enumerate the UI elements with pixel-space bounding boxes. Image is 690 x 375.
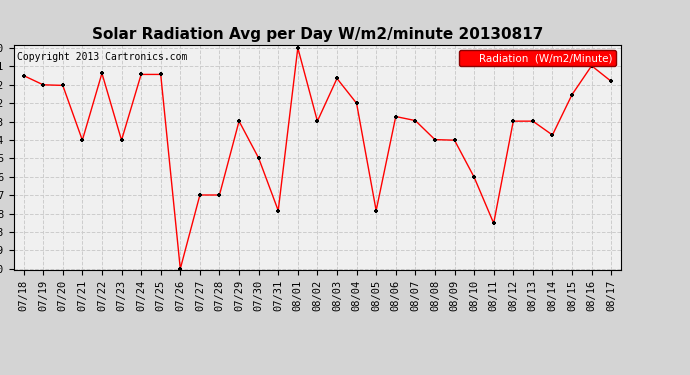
Text: Copyright 2013 Cartronics.com: Copyright 2013 Cartronics.com — [17, 52, 187, 62]
Point — [469, 174, 480, 180]
Point — [508, 118, 519, 124]
Legend: Radiation  (W/m2/Minute): Radiation (W/m2/Minute) — [460, 50, 615, 66]
Point — [155, 71, 166, 77]
Point — [233, 118, 244, 124]
Point — [77, 137, 88, 143]
Point — [195, 192, 206, 198]
Point — [488, 220, 499, 226]
Point — [253, 155, 264, 161]
Point — [391, 114, 402, 120]
Point — [214, 192, 225, 198]
Point — [18, 73, 29, 79]
Point — [136, 71, 147, 77]
Point — [429, 136, 440, 142]
Title: Solar Radiation Avg per Day W/m2/minute 20130817: Solar Radiation Avg per Day W/m2/minute … — [92, 27, 543, 42]
Point — [331, 75, 342, 81]
Point — [566, 92, 578, 98]
Point — [57, 82, 68, 88]
Point — [97, 70, 108, 76]
Point — [293, 45, 304, 51]
Point — [312, 118, 323, 124]
Point — [547, 132, 558, 138]
Point — [371, 208, 382, 214]
Point — [351, 100, 362, 106]
Point — [586, 63, 597, 69]
Point — [175, 266, 186, 272]
Point — [273, 208, 284, 214]
Point — [527, 118, 538, 124]
Point — [606, 78, 617, 84]
Point — [410, 118, 421, 124]
Point — [449, 137, 460, 143]
Point — [116, 137, 127, 143]
Point — [38, 82, 49, 88]
